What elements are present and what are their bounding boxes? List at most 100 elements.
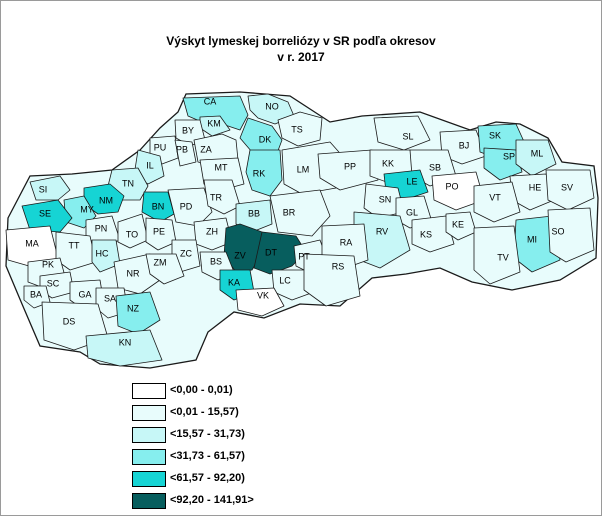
- district-label-sc: SC: [47, 278, 60, 288]
- district-tt[interactable]: [55, 231, 97, 271]
- district-rs[interactable]: [303, 253, 361, 307]
- district-label-zh: ZH: [206, 226, 218, 236]
- district-pe[interactable]: [145, 217, 177, 251]
- legend-swatch: [132, 427, 166, 443]
- district-label-bs: BS: [210, 256, 222, 266]
- legend-swatch: [132, 471, 166, 487]
- district-label-tr: TR: [210, 192, 222, 202]
- district-label-so: SO: [551, 226, 564, 236]
- district-label-tv: TV: [497, 252, 509, 262]
- district-label-km: KM: [207, 118, 221, 128]
- district-label-se: SE: [39, 208, 51, 218]
- district-sl[interactable]: [373, 115, 431, 151]
- district-label-ga: GA: [78, 289, 91, 299]
- district-label-he: HE: [529, 182, 542, 192]
- district-label-sp: SP: [503, 151, 515, 161]
- district-ca[interactable]: [182, 95, 249, 131]
- district-bn[interactable]: [141, 191, 175, 223]
- district-label-sa: SA: [104, 293, 116, 303]
- district-label-pu: PU: [154, 142, 167, 152]
- district-label-dt: DT: [265, 247, 277, 257]
- district-label-ma: MA: [25, 238, 39, 248]
- district-pd[interactable]: [167, 187, 213, 227]
- district-label-lm: LM: [297, 164, 310, 174]
- district-pp[interactable]: [317, 149, 379, 191]
- district-label-mi: MI: [527, 234, 537, 244]
- legend-swatch: [132, 449, 166, 465]
- district-to[interactable]: [117, 213, 149, 249]
- district-hc[interactable]: [91, 239, 121, 273]
- district-label-ra: RA: [340, 237, 353, 247]
- district-label-pn: PN: [95, 223, 108, 233]
- district-label-kk: KK: [382, 158, 394, 168]
- district-label-sb: SB: [429, 162, 441, 172]
- slovakia-district-map: CA NO KM TS BY DK PU PB ZA IL MT RK LM TN SI NM MY SE BN PD…: [5, 91, 599, 369]
- district-po[interactable]: [431, 171, 485, 211]
- district-vk[interactable]: [235, 287, 285, 317]
- district-label-bn: BN: [152, 201, 165, 211]
- district-label-kn: KN: [119, 337, 132, 347]
- district-se[interactable]: [21, 199, 73, 233]
- district-label-pp: PP: [344, 161, 356, 171]
- district-vt[interactable]: [473, 181, 521, 223]
- district-label-zc: ZC: [180, 248, 192, 258]
- legend-label: <0,00 - 0,01): [170, 384, 233, 396]
- district-label-ks: KS: [420, 229, 432, 239]
- district-label-vt: VT: [489, 192, 501, 202]
- district-nz[interactable]: [115, 291, 161, 335]
- district-label-rs: RS: [332, 261, 345, 271]
- district-label-ka: KA: [228, 277, 240, 287]
- district-label-rv: RV: [376, 226, 388, 236]
- map-subtitle: v r. 2017: [277, 50, 325, 64]
- district-label-zm: ZM: [154, 257, 167, 267]
- district-label-by: BY: [182, 125, 194, 135]
- district-so[interactable]: [547, 207, 595, 263]
- district-label-nz: NZ: [127, 303, 139, 313]
- district-label-za: ZA: [200, 144, 212, 154]
- district-label-ke: KE: [452, 219, 464, 229]
- district-label-ts: TS: [291, 124, 303, 134]
- district-label-my: MY: [80, 204, 94, 214]
- district-sv[interactable]: [545, 169, 595, 211]
- district-label-le: LE: [406, 176, 417, 186]
- district-label-ds: DS: [63, 316, 76, 326]
- legend-label: <31,73 - 61,57): [170, 450, 245, 462]
- district-tr[interactable]: [203, 179, 241, 215]
- map-title: Výskyt lymeskej borreliózy v SR podľa ok…: [166, 34, 436, 48]
- legend-swatch: [132, 383, 166, 399]
- district-si[interactable]: [29, 175, 71, 201]
- district-ts[interactable]: [277, 111, 323, 147]
- district-label-nr: NR: [127, 268, 140, 278]
- district-ke[interactable]: [445, 211, 477, 241]
- district-pb[interactable]: [174, 139, 197, 167]
- district-label-zv: ZV: [234, 250, 246, 260]
- district-label-lc: LC: [279, 275, 291, 285]
- district-ks[interactable]: [411, 215, 455, 253]
- district-label-no: NO: [265, 101, 279, 111]
- district-label-pd: PD: [180, 201, 193, 211]
- legend-label: <61,57 - 92,20): [170, 472, 245, 484]
- district-label-nm: NM: [99, 195, 113, 205]
- legend-label: <15,57 - 31,73): [170, 428, 245, 440]
- district-label-ca: CA: [204, 96, 217, 106]
- district-label-sn: SN: [379, 194, 392, 204]
- district-label-pb: PB: [176, 144, 188, 154]
- legend-swatch: [132, 493, 166, 509]
- district-tv[interactable]: [473, 225, 521, 285]
- district-zm[interactable]: [145, 253, 185, 285]
- district-label-pt: PT: [298, 251, 310, 261]
- district-label-sk: SK: [489, 130, 501, 140]
- district-bb[interactable]: [235, 199, 273, 233]
- district-label-tn: TN: [122, 178, 134, 188]
- district-label-bj: BJ: [459, 140, 470, 150]
- district-label-po: PO: [445, 181, 458, 191]
- district-ml[interactable]: [515, 139, 557, 177]
- district-label-pk: PK: [42, 259, 54, 269]
- district-kn[interactable]: [85, 329, 163, 367]
- legend-swatch: [132, 405, 166, 421]
- district-br[interactable]: [269, 189, 331, 237]
- district-label-ml: ML: [531, 148, 544, 158]
- district-label-si: SI: [39, 184, 48, 194]
- district-label-to: TO: [126, 229, 138, 239]
- district-dt[interactable]: [253, 231, 307, 275]
